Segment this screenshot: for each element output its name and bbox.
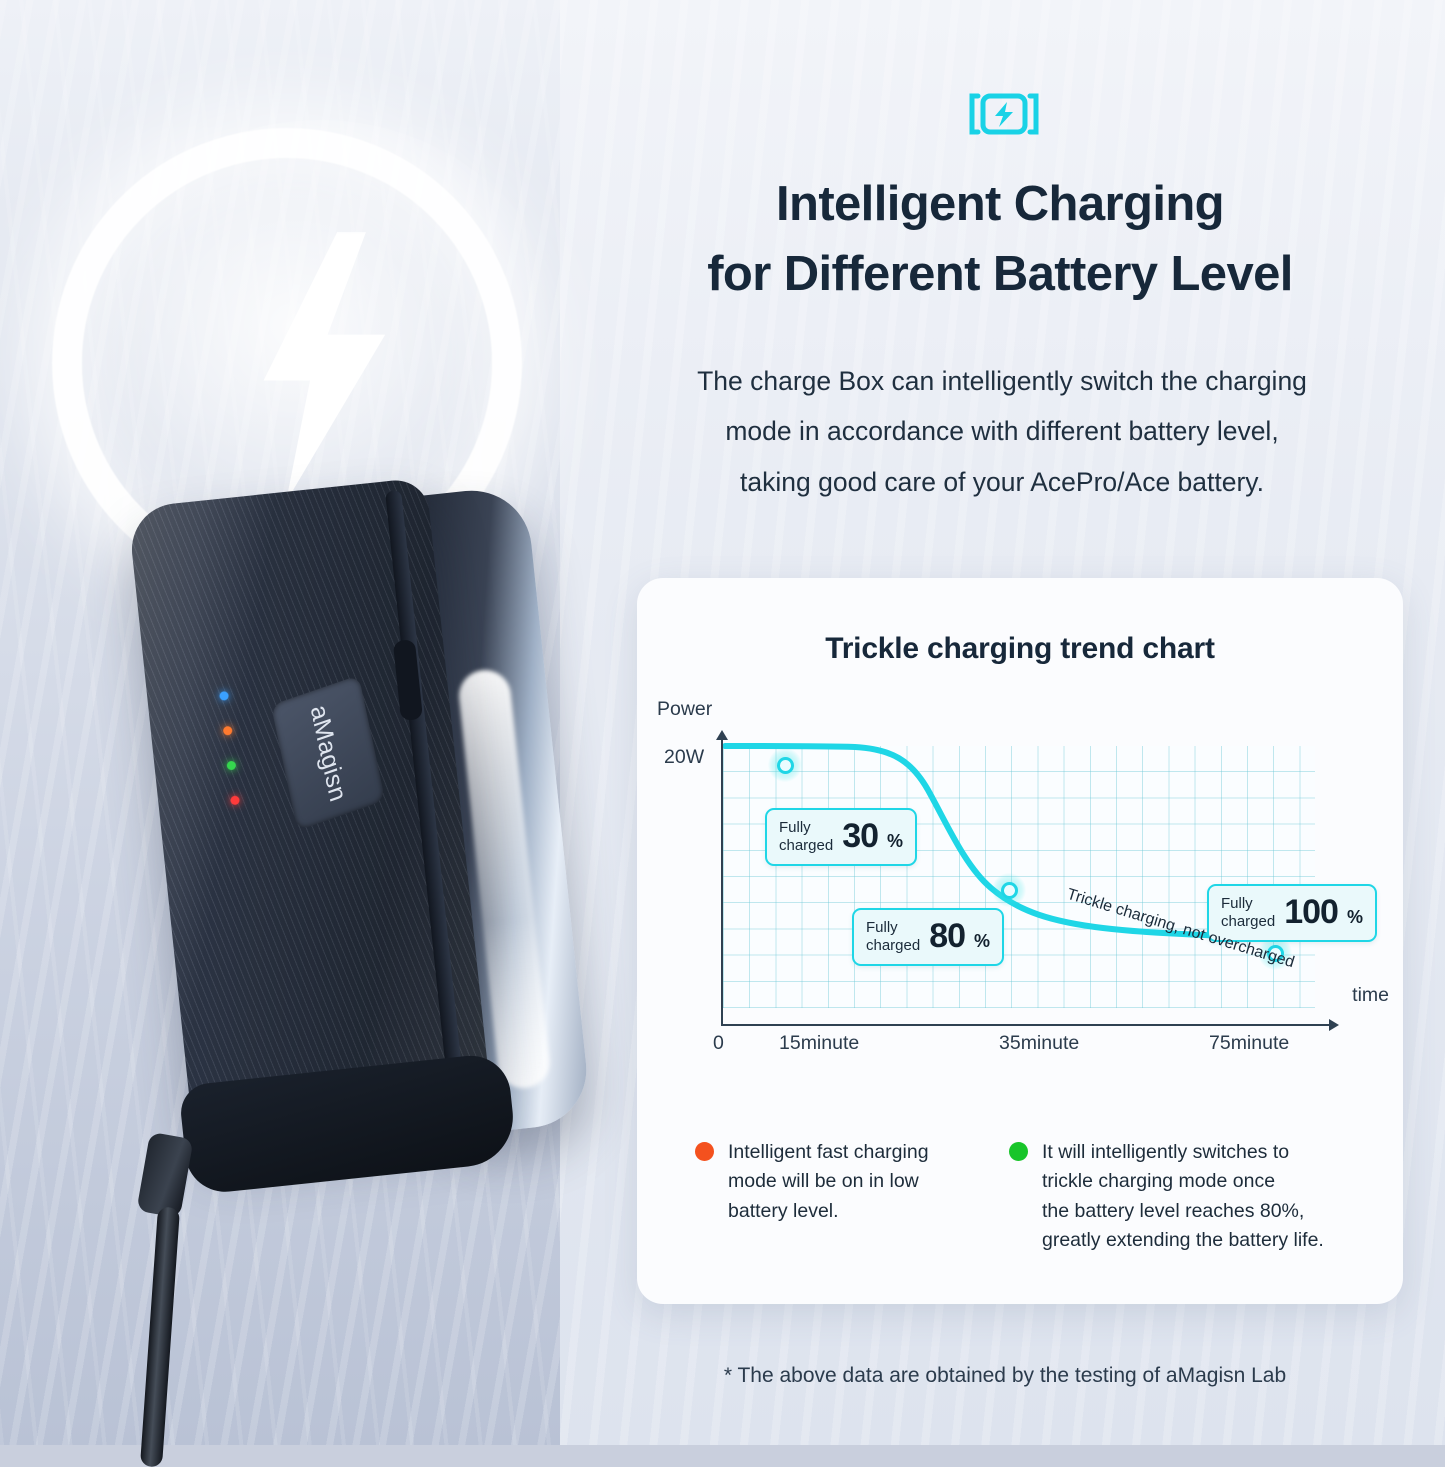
chart-callout-30: Fully charged 30 % — [765, 808, 918, 866]
chart-callout-100-unit: % — [1346, 907, 1363, 927]
battery-charging-icon — [968, 90, 1040, 138]
legend-fast-line1: Intelligent fast charging — [728, 1141, 929, 1163]
legend-trickle-line4: greatly extending the battery life. — [1042, 1228, 1324, 1251]
chart-callout-80-label: Fully charged — [866, 919, 920, 954]
chart-callout-30-label: Fully charged — [779, 819, 833, 854]
chart-callout-30-label-line2: charged — [779, 836, 834, 854]
chart-x-tick-75: 75minute — [1209, 1032, 1290, 1054]
chart-marker-30 — [768, 748, 802, 782]
legend-dot-green-icon — [1009, 1142, 1028, 1161]
device-brand-label: aMagisn — [305, 700, 353, 805]
chart-callout-100-label-line1: Fully — [1221, 894, 1253, 912]
page-title: Intelligent Charging for Different Batte… — [600, 170, 1400, 309]
page-subtitle: The charge Box can intelligently switch … — [612, 356, 1392, 507]
legend-fast-line3: battery level. — [728, 1199, 839, 1222]
led-blue-icon — [219, 690, 229, 701]
chart-y-axis-line — [721, 738, 723, 1026]
chart-x-tick-0: 0 — [713, 1032, 724, 1054]
page-subtitle-line-2: mode in accordance with different batter… — [725, 416, 1279, 447]
chart-callout-30-unit: % — [887, 831, 904, 851]
chart-title: Trickle charging trend chart — [825, 632, 1215, 665]
led-red-icon — [230, 795, 240, 806]
chart-callout-100-label: Fully charged — [1221, 895, 1275, 930]
legend-item-fast-charging: Intelligent fast charging mode will be o… — [695, 1138, 929, 1226]
chart-callout-80-unit: % — [974, 931, 991, 951]
legend-trickle-line2: trickle charging mode once — [1042, 1170, 1276, 1193]
chart-callout-100: Fully charged 100 % — [1207, 884, 1377, 942]
page-title-line-1: Intelligent Charging — [775, 177, 1225, 231]
led-orange-icon — [222, 725, 233, 736]
chart-x-axis-line — [721, 1024, 1333, 1026]
legend-fast-line2: mode will be on in low — [728, 1170, 919, 1193]
product-photo: aMagisn — [70, 450, 630, 1210]
chart-x-axis-arrow — [1329, 1019, 1339, 1031]
page-subtitle-line-3: taking good care of your AcePro/Ace batt… — [740, 466, 1264, 497]
chart-callout-80-label-line1: Fully — [866, 918, 898, 936]
chart-callout-80-value: 80 — [929, 917, 966, 955]
chart-card: Trickle charging trend chart Power time … — [637, 578, 1403, 1304]
chart-y-axis-arrow — [716, 730, 728, 740]
chart-x-axis-label: time — [1352, 984, 1389, 1006]
chart-callout-30-value: 30 — [842, 817, 879, 855]
chart-callout-80: Fully charged 80 % — [852, 908, 1005, 966]
chart-callout-80-label-line2: charged — [866, 936, 921, 954]
page-title-line-2: for Different Battery Level — [707, 246, 1293, 301]
legend-item-trickle-charging-text: It will intelligently switches to trickl… — [1042, 1138, 1324, 1255]
page-subtitle-line-1: The charge Box can intelligently switch … — [697, 366, 1307, 396]
chart-callout-100-value: 100 — [1284, 893, 1339, 931]
legend-item-trickle-charging: It will intelligently switches to trickl… — [1009, 1138, 1324, 1255]
chart-power-curve — [723, 743, 1282, 940]
chart-x-tick-35: 35minute — [999, 1032, 1080, 1054]
led-green-icon — [226, 760, 237, 771]
legend-dot-orange-icon — [695, 1142, 714, 1161]
charging-cable — [105, 1131, 194, 1467]
chart-x-tick-labels: 0 15minute 35minute 75minute — [637, 1032, 1403, 1062]
legend-trickle-line1: It will intelligently switches to — [1042, 1141, 1290, 1163]
legend-item-fast-charging-text: Intelligent fast charging mode will be o… — [728, 1138, 929, 1226]
chart-marker-80 — [992, 873, 1026, 907]
chart-y-axis-label: Power — [657, 698, 713, 720]
chart-callout-30-label-line1: Fully — [779, 818, 811, 836]
chart-x-tick-15: 15minute — [779, 1032, 860, 1054]
chart-callout-100-label-line2: charged — [1221, 912, 1276, 930]
legend-trickle-line3: the battery level reaches 80%, — [1042, 1199, 1305, 1222]
footnote: * The above data are obtained by the tes… — [723, 1364, 1287, 1387]
chart-y-tick-20w: 20W — [664, 746, 705, 768]
